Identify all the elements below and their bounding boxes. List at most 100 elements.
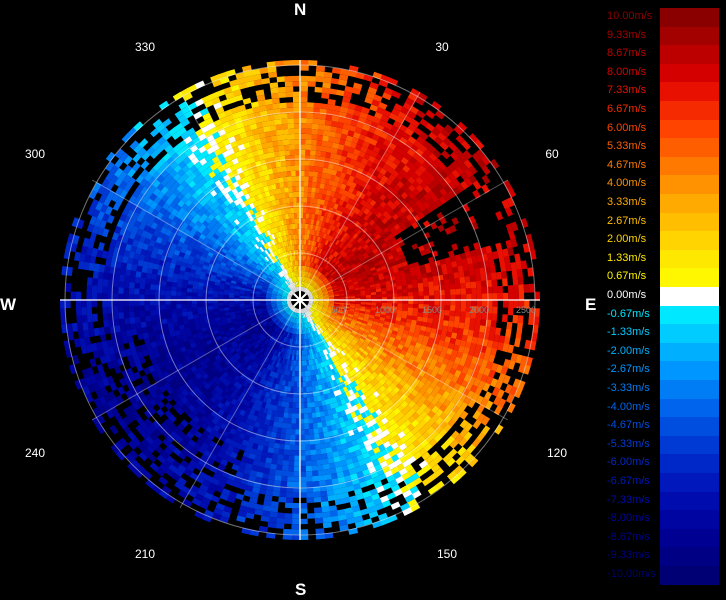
legend-label: -2.00m/s: [607, 344, 650, 357]
legend-swatch: [660, 287, 719, 306]
legend-entry: 8.67m/s: [605, 45, 719, 64]
legend-entry: -0.67m/s: [605, 305, 719, 325]
legend-label: -10.00m/s: [607, 568, 656, 580]
legend-entry: 7.33m/s: [605, 82, 719, 101]
legend-label: -1.33m/s: [607, 326, 650, 339]
legend-entry: 0.67m/s: [605, 268, 719, 287]
legend-swatch: [660, 417, 719, 436]
legend-entry: -10.00m/s: [605, 566, 719, 585]
legend-entry: 0.00m/s: [605, 287, 719, 306]
legend-swatch: [660, 119, 719, 139]
compass-south-label: S: [295, 580, 307, 599]
legend-swatch: [660, 324, 719, 343]
legend-label: 10.00m/s: [607, 10, 653, 22]
bearing-label-120: 120: [546, 446, 568, 460]
legend-entry: 9.33m/s: [605, 26, 719, 46]
legend-entry: -3.33m/s: [605, 380, 719, 399]
legend-swatch: [660, 26, 719, 46]
legend-entry: 8.00m/s: [605, 63, 719, 83]
bearing-label-240: 240: [24, 446, 46, 460]
legend-entry: -7.33m/s: [605, 491, 719, 511]
legend-swatch: [660, 156, 719, 176]
legend-entry: 10.00m/s: [605, 8, 719, 27]
legend-swatch: [660, 473, 719, 492]
legend-swatch: [660, 454, 719, 473]
legend-swatch: [660, 138, 719, 157]
legend-entry: 1.33m/s: [605, 249, 719, 269]
legend-swatch: [660, 566, 719, 585]
legend-swatch: [660, 101, 719, 120]
legend-label: 4.67m/s: [607, 158, 647, 171]
legend-swatch: [660, 175, 719, 194]
legend-entry: -6.00m/s: [605, 454, 719, 473]
legend-entry: -6.67m/s: [605, 473, 719, 492]
legend-entry: 2.00m/s: [605, 231, 719, 250]
bearing-lines: [60, 60, 540, 540]
legend-swatch: [660, 249, 719, 269]
legend-label: -5.33m/s: [607, 437, 650, 450]
radar-velocity-plot: [60, 60, 540, 540]
legend-label: 0.67m/s: [607, 270, 647, 283]
legend-label: 3.33m/s: [607, 196, 647, 208]
legend-swatch: [660, 63, 719, 83]
bearing-label-150: 150: [436, 547, 458, 561]
legend-label: -3.33m/s: [607, 382, 650, 394]
legend-swatch: [660, 212, 719, 232]
radar-center-icon: [291, 291, 309, 309]
legend-label: -9.33m/s: [607, 549, 650, 562]
legend-entry: -8.00m/s: [605, 510, 719, 529]
legend-label: -8.00m/s: [607, 512, 650, 525]
compass-west-label: W: [0, 295, 17, 314]
legend-entry: -8.67m/s: [605, 528, 719, 548]
legend-swatch: [660, 8, 719, 27]
range-label-2000: 2000: [468, 305, 490, 315]
legend-swatch: [660, 547, 719, 566]
legend-label: -6.00m/s: [607, 456, 650, 469]
range-label-1500: 1500: [421, 305, 443, 315]
legend-label: 2.00m/s: [607, 233, 647, 246]
legend-label: -7.33m/s: [607, 493, 650, 506]
compass-east-label: E: [585, 295, 597, 314]
bearing-label-330: 330: [134, 40, 156, 54]
legend-swatch: [660, 435, 719, 455]
compass-north-label: N: [294, 0, 307, 19]
legend-swatch: [660, 380, 719, 399]
range-label-500: 500: [330, 305, 346, 315]
range-label-2500: 2500: [515, 305, 537, 315]
legend-entry: 3.33m/s: [605, 194, 719, 213]
legend-label: 0.00m/s: [607, 289, 647, 301]
legend-entry: 5.33m/s: [605, 138, 719, 157]
legend-entry: -1.33m/s: [605, 324, 719, 343]
radar-cells: [60, 60, 540, 540]
legend-label: -0.67m/s: [607, 307, 650, 320]
legend-entry: -5.33m/s: [605, 435, 719, 455]
bearing-label-300: 300: [24, 147, 46, 161]
bearing-label-60: 60: [545, 147, 559, 161]
legend-entry: -4.00m/s: [605, 398, 719, 418]
legend-swatch: [660, 305, 719, 325]
legend-entry: -2.00m/s: [605, 342, 719, 362]
legend-swatch: [660, 491, 719, 511]
legend-label: 7.33m/s: [607, 84, 647, 97]
legend-entry: 6.67m/s: [605, 101, 719, 120]
legend-label: 9.33m/s: [607, 28, 647, 41]
legend-entry: -2.67m/s: [605, 361, 719, 380]
bearing-label-210: 210: [134, 547, 156, 561]
legend-swatch: [660, 398, 719, 418]
legend-label: -4.00m/s: [607, 400, 650, 413]
legend-swatch: [660, 231, 719, 250]
legend-swatch: [660, 510, 719, 529]
legend-label: 1.33m/s: [607, 251, 647, 264]
legend-label: -2.67m/s: [607, 363, 650, 376]
legend-label: -4.67m/s: [607, 419, 650, 432]
legend-swatch: [660, 528, 719, 548]
legend-swatch: [660, 82, 719, 101]
legend-entry: -9.33m/s: [605, 547, 719, 566]
legend-entry: 4.67m/s: [605, 156, 719, 176]
legend-label: 8.67m/s: [607, 47, 647, 60]
legend-label: 5.33m/s: [607, 140, 647, 153]
legend-label: -8.67m/s: [607, 530, 650, 543]
legend-entry: 6.00m/s: [605, 119, 719, 139]
legend-swatch: [660, 342, 719, 362]
legend-entry: -4.67m/s: [605, 417, 719, 436]
